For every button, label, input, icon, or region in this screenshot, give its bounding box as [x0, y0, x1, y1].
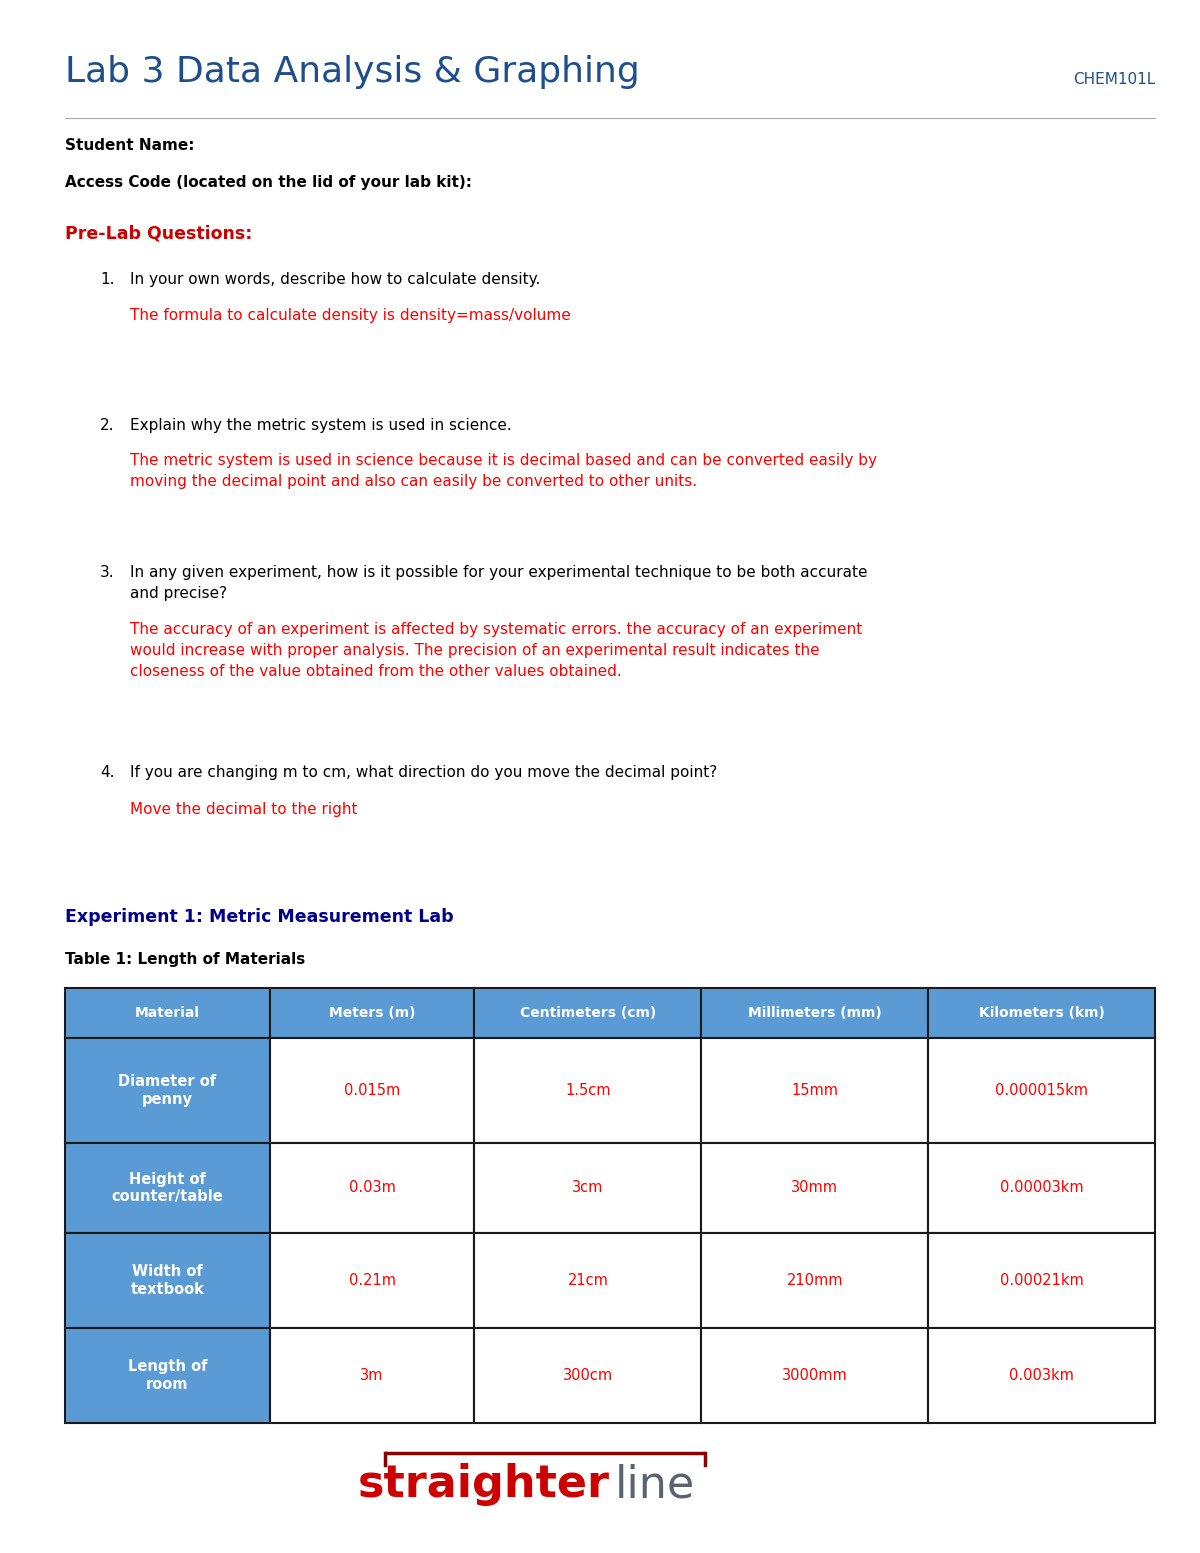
Text: Kilometers (km): Kilometers (km) — [979, 1006, 1104, 1020]
Text: 3.: 3. — [100, 565, 115, 579]
Text: 3cm: 3cm — [572, 1180, 604, 1196]
Text: The metric system is used in science because it is decimal based and can be conv: The metric system is used in science bec… — [130, 453, 877, 489]
Text: 0.015m: 0.015m — [344, 1082, 401, 1098]
Text: CHEM101L: CHEM101L — [1073, 71, 1154, 87]
FancyBboxPatch shape — [701, 988, 928, 1037]
Text: 1.: 1. — [100, 272, 114, 287]
FancyBboxPatch shape — [65, 1328, 270, 1423]
Text: 300cm: 300cm — [563, 1368, 613, 1384]
Text: The formula to calculate density is density=mass/volume: The formula to calculate density is dens… — [130, 307, 571, 323]
FancyBboxPatch shape — [928, 988, 1154, 1037]
Text: The accuracy of an experiment is affected by systematic errors. the accuracy of : The accuracy of an experiment is affecte… — [130, 623, 863, 679]
Text: 0.000015km: 0.000015km — [995, 1082, 1088, 1098]
Text: Explain why the metric system is used in science.: Explain why the metric system is used in… — [130, 418, 511, 433]
Text: Width of
textbook: Width of textbook — [131, 1264, 204, 1297]
Text: Move the decimal to the right: Move the decimal to the right — [130, 801, 358, 817]
FancyBboxPatch shape — [474, 1233, 701, 1328]
Text: Student Name:: Student Name: — [65, 138, 194, 154]
FancyBboxPatch shape — [701, 1037, 928, 1143]
FancyBboxPatch shape — [270, 988, 474, 1037]
Text: Height of
counter/table: Height of counter/table — [112, 1173, 223, 1204]
Text: Length of
room: Length of room — [127, 1359, 208, 1391]
Text: If you are changing m to cm, what direction do you move the decimal point?: If you are changing m to cm, what direct… — [130, 766, 718, 780]
Text: 2.: 2. — [100, 418, 114, 433]
FancyBboxPatch shape — [270, 1233, 474, 1328]
FancyBboxPatch shape — [928, 1143, 1154, 1233]
FancyBboxPatch shape — [65, 1037, 270, 1143]
FancyBboxPatch shape — [474, 1143, 701, 1233]
Text: 3000mm: 3000mm — [782, 1368, 847, 1384]
Text: In your own words, describe how to calculate density.: In your own words, describe how to calcu… — [130, 272, 540, 287]
Text: Centimeters (cm): Centimeters (cm) — [520, 1006, 656, 1020]
Text: 1.5cm: 1.5cm — [565, 1082, 611, 1098]
Text: 210mm: 210mm — [786, 1273, 842, 1287]
Text: 3m: 3m — [360, 1368, 384, 1384]
Text: Experiment 1: Metric Measurement Lab: Experiment 1: Metric Measurement Lab — [65, 909, 454, 926]
FancyBboxPatch shape — [928, 1037, 1154, 1143]
Text: 0.03m: 0.03m — [349, 1180, 396, 1196]
FancyBboxPatch shape — [270, 1143, 474, 1233]
Text: 0.00021km: 0.00021km — [1000, 1273, 1084, 1287]
FancyBboxPatch shape — [474, 1328, 701, 1423]
Text: Meters (m): Meters (m) — [329, 1006, 415, 1020]
Text: 0.003km: 0.003km — [1009, 1368, 1074, 1384]
Text: Diameter of
penny: Diameter of penny — [119, 1075, 216, 1107]
FancyBboxPatch shape — [701, 1328, 928, 1423]
FancyBboxPatch shape — [701, 1233, 928, 1328]
Text: 0.21m: 0.21m — [348, 1273, 396, 1287]
Text: 30mm: 30mm — [791, 1180, 839, 1196]
Text: In any given experiment, how is it possible for your experimental technique to b: In any given experiment, how is it possi… — [130, 565, 868, 601]
Text: 4.: 4. — [100, 766, 114, 780]
Text: Lab 3 Data Analysis & Graphing: Lab 3 Data Analysis & Graphing — [65, 54, 640, 89]
Text: 15mm: 15mm — [791, 1082, 839, 1098]
Text: line: line — [616, 1463, 695, 1506]
FancyBboxPatch shape — [474, 1037, 701, 1143]
FancyBboxPatch shape — [701, 1143, 928, 1233]
Text: 21cm: 21cm — [568, 1273, 608, 1287]
FancyBboxPatch shape — [65, 1143, 270, 1233]
FancyBboxPatch shape — [928, 1328, 1154, 1423]
Text: Pre-Lab Questions:: Pre-Lab Questions: — [65, 225, 252, 242]
Text: Material: Material — [134, 1006, 200, 1020]
Text: Millimeters (mm): Millimeters (mm) — [748, 1006, 882, 1020]
FancyBboxPatch shape — [65, 1233, 270, 1328]
Text: 0.00003km: 0.00003km — [1000, 1180, 1084, 1196]
Text: straighter: straighter — [358, 1463, 610, 1506]
Text: Table 1: Length of Materials: Table 1: Length of Materials — [65, 952, 305, 968]
FancyBboxPatch shape — [474, 988, 701, 1037]
FancyBboxPatch shape — [928, 1233, 1154, 1328]
FancyBboxPatch shape — [270, 1037, 474, 1143]
FancyBboxPatch shape — [270, 1328, 474, 1423]
FancyBboxPatch shape — [65, 988, 270, 1037]
Text: Access Code (located on the lid of your lab kit):: Access Code (located on the lid of your … — [65, 175, 472, 189]
